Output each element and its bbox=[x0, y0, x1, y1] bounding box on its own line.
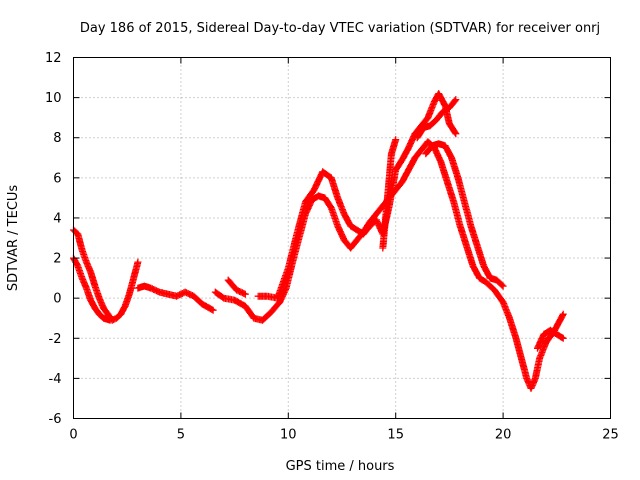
plot-frame bbox=[73, 57, 611, 419]
y-tick-label: 6 bbox=[53, 171, 61, 186]
grid-lines bbox=[73, 57, 611, 419]
y-tick-label: 0 bbox=[53, 292, 61, 307]
data-marker-trace bbox=[422, 140, 507, 290]
x-tick-label: 25 bbox=[602, 428, 619, 443]
x-axis-label: GPS time / hours bbox=[286, 459, 395, 474]
y-tick-label: 2 bbox=[53, 252, 61, 267]
y-tick-label: 8 bbox=[53, 131, 61, 146]
y-tick-label: -6 bbox=[49, 412, 62, 427]
y-tick-label: -4 bbox=[49, 372, 62, 387]
x-tick-label: 20 bbox=[495, 428, 512, 443]
axis-ticks: 0 5 10 15 20 25 -6 -4 -2 0 2 4 6 8 10 12 bbox=[45, 51, 619, 443]
data-marker-trace bbox=[224, 276, 249, 298]
data-marker-trace bbox=[134, 282, 217, 314]
y-axis-label: SDTVAR / TECUs bbox=[6, 185, 21, 292]
data-marker-trace bbox=[534, 326, 567, 352]
x-tick-label: 5 bbox=[177, 428, 185, 443]
y-tick-label: 12 bbox=[45, 51, 62, 66]
data-marker-trace bbox=[413, 96, 460, 142]
y-tick-label: 4 bbox=[53, 211, 61, 226]
data-marker-trace bbox=[254, 90, 460, 302]
y-tick-label: 10 bbox=[45, 91, 62, 106]
y-tick-label: -2 bbox=[49, 332, 62, 347]
data-marker-trace bbox=[379, 136, 400, 252]
series-sdtvar bbox=[70, 90, 567, 392]
x-tick-label: 15 bbox=[387, 428, 404, 443]
x-tick-label: 10 bbox=[280, 428, 297, 443]
chart-title: Day 186 of 2015, Sidereal Day-to-day VTE… bbox=[80, 21, 600, 36]
x-tick-label: 0 bbox=[69, 428, 77, 443]
